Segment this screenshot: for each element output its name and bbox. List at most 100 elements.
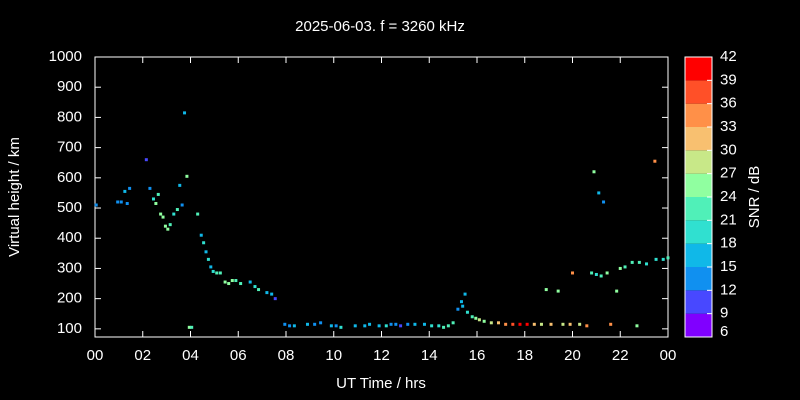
data-point bbox=[394, 322, 398, 326]
data-point bbox=[446, 324, 450, 328]
colorbar-tick-label: 24 bbox=[720, 188, 737, 205]
data-point bbox=[571, 271, 574, 275]
data-point bbox=[430, 324, 434, 328]
data-point bbox=[399, 324, 403, 328]
data-point bbox=[227, 282, 231, 286]
data-point bbox=[422, 322, 426, 326]
y-tick-label: 800 bbox=[57, 108, 82, 125]
data-point bbox=[209, 265, 213, 269]
x-tick-label: 04 bbox=[182, 347, 199, 364]
data-point bbox=[630, 260, 634, 264]
y-tick-label: 100 bbox=[57, 320, 82, 337]
chart-title: 2025-06-03. f = 3260 kHz bbox=[295, 18, 465, 35]
data-point bbox=[329, 324, 333, 328]
colorbar-band bbox=[685, 220, 712, 244]
data-point bbox=[339, 325, 343, 329]
data-point bbox=[556, 289, 560, 293]
data-point bbox=[518, 322, 522, 326]
data-point bbox=[168, 223, 172, 227]
colorbar-band bbox=[685, 57, 712, 81]
y-tick-label: 500 bbox=[57, 199, 82, 216]
data-point bbox=[661, 257, 665, 261]
colorbar-tick-label: 42 bbox=[720, 48, 737, 65]
colorbar-band bbox=[685, 127, 712, 151]
y-tick-label: 400 bbox=[57, 229, 82, 246]
data-point bbox=[666, 256, 670, 260]
colorbar-tick-label: 33 bbox=[720, 118, 737, 135]
data-point bbox=[623, 265, 627, 269]
data-point bbox=[496, 321, 500, 325]
data-point bbox=[187, 325, 191, 329]
data-point bbox=[156, 192, 160, 196]
data-point bbox=[265, 291, 269, 295]
x-tick-label: 18 bbox=[516, 347, 533, 364]
x-tick-label: 02 bbox=[134, 347, 151, 364]
data-point bbox=[442, 325, 446, 329]
data-point bbox=[178, 183, 182, 187]
colorbar-band bbox=[685, 243, 712, 267]
colorbar-band bbox=[685, 103, 712, 127]
data-point bbox=[123, 189, 127, 193]
data-point bbox=[406, 322, 410, 326]
data-point bbox=[128, 186, 132, 190]
data-point bbox=[477, 318, 481, 322]
data-point bbox=[230, 279, 234, 283]
data-point bbox=[645, 262, 649, 266]
data-point bbox=[470, 315, 474, 319]
colorbar-tick-label: 15 bbox=[720, 258, 737, 275]
colorbar-tick-label: 39 bbox=[720, 71, 737, 88]
data-point bbox=[283, 322, 287, 326]
data-point bbox=[532, 322, 536, 326]
data-point bbox=[605, 271, 609, 275]
data-point bbox=[413, 322, 417, 326]
data-point bbox=[561, 322, 565, 326]
data-point bbox=[459, 300, 463, 304]
data-point bbox=[456, 307, 460, 311]
data-point bbox=[313, 322, 317, 326]
data-point bbox=[615, 289, 619, 293]
data-point bbox=[353, 324, 357, 328]
data-point bbox=[218, 271, 222, 275]
colorbar-band bbox=[685, 290, 712, 314]
y-tick-label: 900 bbox=[57, 78, 82, 95]
x-tick-label: 22 bbox=[612, 347, 629, 364]
x-axis-label: UT Time / hrs bbox=[336, 375, 426, 392]
data-point bbox=[151, 197, 155, 201]
data-point bbox=[223, 280, 227, 284]
colorbar-tick-label: 18 bbox=[720, 235, 737, 252]
colorbar-band bbox=[685, 267, 712, 291]
data-point bbox=[525, 322, 529, 326]
data-point bbox=[368, 322, 372, 326]
x-tick-label: 00 bbox=[87, 347, 104, 364]
data-point bbox=[305, 322, 309, 326]
y-tick-label: 1000 bbox=[49, 48, 82, 65]
data-point bbox=[609, 322, 613, 326]
x-tick-label: 10 bbox=[325, 347, 342, 364]
data-point bbox=[590, 271, 594, 275]
x-tick-label: 06 bbox=[230, 347, 247, 364]
data-point bbox=[465, 310, 469, 314]
data-point bbox=[544, 288, 548, 292]
data-point bbox=[196, 212, 200, 216]
colorbar-tick-label: 9 bbox=[720, 305, 728, 322]
data-point bbox=[377, 324, 381, 328]
data-point bbox=[239, 282, 243, 286]
x-tick-label: 14 bbox=[421, 347, 438, 364]
colorbar-tick-label: 6 bbox=[720, 323, 728, 340]
data-point bbox=[463, 292, 467, 296]
data-point bbox=[451, 321, 455, 325]
data-point bbox=[144, 158, 148, 162]
data-point bbox=[384, 324, 388, 328]
data-point bbox=[175, 208, 179, 212]
data-point bbox=[653, 159, 657, 163]
data-point bbox=[489, 321, 493, 325]
colorbar-band bbox=[685, 173, 712, 197]
y-tick-label: 200 bbox=[57, 290, 82, 307]
data-point bbox=[319, 321, 323, 325]
data-point bbox=[202, 241, 206, 245]
colorbar-band bbox=[685, 80, 712, 104]
colorbar-tick-label: 30 bbox=[720, 141, 737, 158]
data-point bbox=[163, 224, 167, 228]
